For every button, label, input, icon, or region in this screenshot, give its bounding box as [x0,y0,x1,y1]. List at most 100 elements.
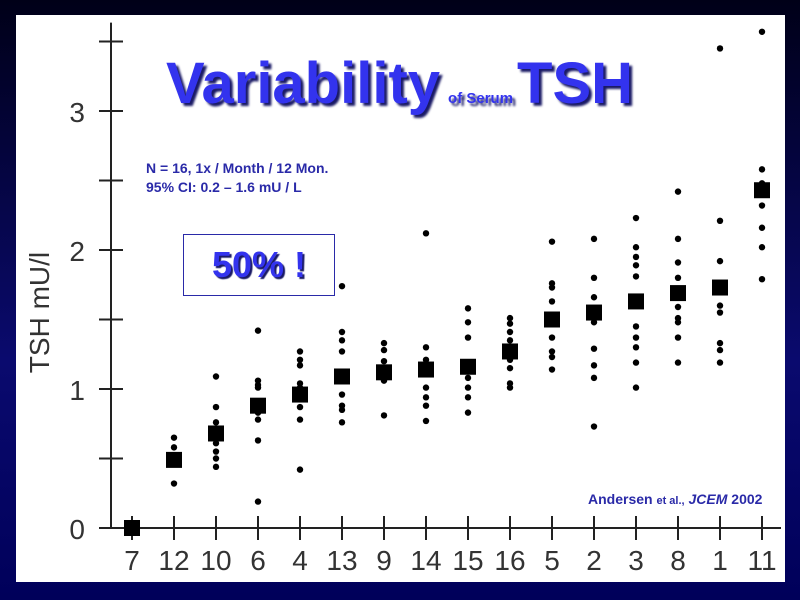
data-point [716,339,724,347]
data-point [296,466,304,473]
data-point [548,238,556,245]
data-point [590,235,598,243]
median-marker [124,520,140,536]
data-point [632,384,640,391]
data-point [716,309,724,316]
data-point [464,384,472,391]
data-point [506,384,514,391]
data-point [716,346,724,354]
x-tick-label: 12 [158,545,189,576]
data-point [464,409,472,416]
citation-etal: et al., [656,495,685,507]
data-point [590,423,598,430]
data-point [548,348,556,355]
data-point [758,28,766,35]
data-point [632,359,640,366]
data-point [212,403,220,411]
data-point [758,224,766,231]
data-point [632,253,640,261]
data-point [548,284,556,291]
median-marker [628,293,644,310]
median-marker [208,425,224,442]
study-info: N = 16, 1x / Month / 12 Mon. 95% CI: 0.2… [146,159,328,197]
data-point [254,327,262,334]
x-tick-label: 10 [200,545,231,576]
data-point [716,359,724,366]
data-point [674,235,682,243]
x-tick-label: 14 [410,545,441,576]
median-marker [502,343,518,360]
data-point [422,384,430,391]
median-marker [586,304,602,321]
data-point [632,273,640,280]
data-point [422,394,430,401]
data-point [422,356,430,364]
title-main: Variability [166,51,441,116]
citation-year: 2002 [731,491,763,507]
x-tick-label: 2 [586,545,602,576]
data-point [464,334,472,341]
data-point [422,230,430,237]
citation-journal: JCEM [688,491,728,507]
callout-box: 50% ! [183,234,335,296]
data-point [758,202,766,209]
data-point [590,294,598,301]
median-marker [418,361,434,378]
data-point [338,391,346,398]
y-tick-label: 3 [69,97,85,128]
data-point [338,419,346,426]
data-point [464,374,472,382]
data-point [296,416,304,423]
info-line-1: N = 16, 1x / Month / 12 Mon. [146,160,329,176]
x-tick-label: 6 [250,545,266,576]
data-point [464,305,472,312]
data-point [296,348,304,355]
data-point [632,323,640,330]
data-point [548,366,556,373]
data-point [674,334,682,341]
data-point [296,403,304,411]
data-point [422,344,430,351]
x-tick-label: 9 [376,545,392,576]
data-point [212,448,220,455]
title-connector: of Serum [448,90,514,107]
data-point [464,394,472,401]
data-point [296,362,304,369]
data-point [716,302,724,309]
data-point [632,262,640,269]
x-tick-label: 7 [124,545,140,576]
data-point [254,498,262,505]
data-point [338,348,346,355]
x-tick-label: 13 [326,545,357,576]
data-point [548,298,556,305]
data-point [212,440,220,447]
x-tick-label: 16 [494,545,525,576]
median-marker [712,279,728,296]
data-point [590,362,598,369]
y-tick-label: 0 [69,514,85,545]
data-point [338,406,346,414]
y-axis-label: TSH mU/l [24,252,55,373]
y-tick-label: 1 [69,375,85,406]
data-point [674,303,682,311]
x-tick-label: 3 [628,545,644,576]
data-point [170,434,178,441]
data-point [422,417,430,425]
data-point [632,334,640,341]
data-point [548,353,556,361]
data-point [254,416,262,423]
data-point [506,314,514,322]
data-point [590,319,598,326]
data-point [758,275,766,283]
median-marker [334,368,350,385]
data-point [338,328,346,336]
data-point [674,188,682,195]
data-point [632,214,640,222]
data-point [464,319,472,326]
x-tick-label: 4 [292,545,308,576]
citation: Andersen et al., JCEM 2002 [588,491,762,507]
median-marker [754,182,770,199]
x-tick-label: 8 [670,545,686,576]
data-point [338,282,346,290]
data-point [758,244,766,251]
